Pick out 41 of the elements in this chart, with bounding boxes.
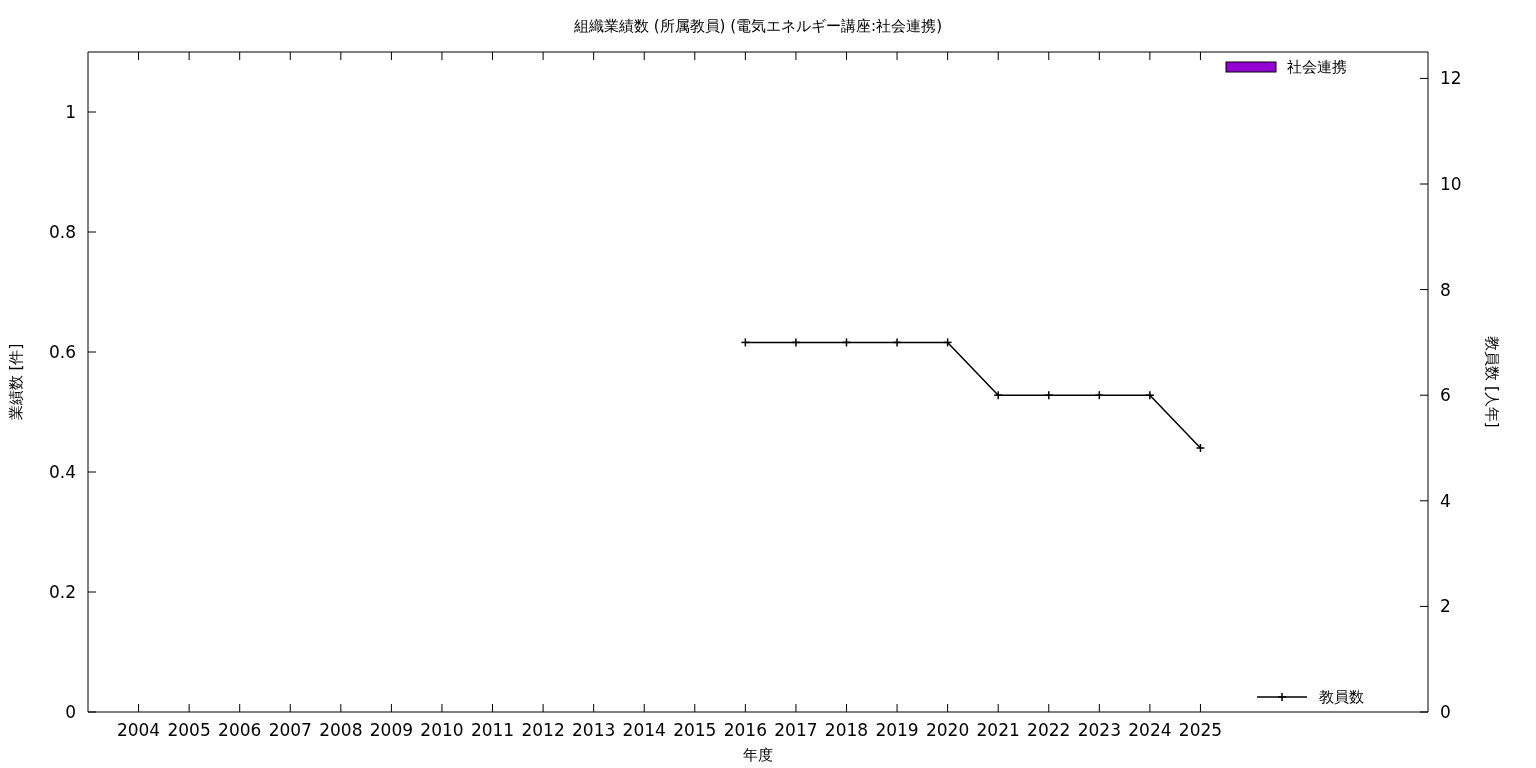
y2-tick-label: 12 xyxy=(1440,68,1462,89)
legend-label: 社会連携 xyxy=(1287,58,1347,77)
x-tick-label: 2006 xyxy=(218,719,262,740)
x-tick-label: 2018 xyxy=(824,719,869,740)
chart-title: 組織業績数 (所属教員) (電気エネルギー講座:社会連携) xyxy=(573,17,942,36)
y-axis-title: 業績数 [件] xyxy=(7,343,26,421)
x-tick-label: 2004 xyxy=(116,719,161,740)
x-tick-label: 2022 xyxy=(1027,719,1071,740)
x-tick-label: 2017 xyxy=(774,719,818,740)
x-tick-label: 2025 xyxy=(1178,719,1223,740)
y2-tick-label: 10 xyxy=(1440,173,1462,194)
x-tick-label: 2023 xyxy=(1077,719,1121,740)
x-tick-label: 2005 xyxy=(167,719,211,740)
y-tick-label: 0.2 xyxy=(48,581,76,602)
y2-tick-label: 4 xyxy=(1440,490,1451,511)
y2-axis-title: 教員数 [人年] xyxy=(1482,336,1501,428)
y-tick-label: 0 xyxy=(65,701,76,722)
x-tick-label: 2007 xyxy=(268,719,312,740)
x-tick-label: 2014 xyxy=(622,719,666,740)
y2-tick-label: 2 xyxy=(1440,596,1451,617)
x-tick-label: 2009 xyxy=(369,719,414,740)
y2-tick-label: 6 xyxy=(1440,385,1451,406)
x-tick-label: 2016 xyxy=(723,719,767,740)
x-axis-title: 年度 xyxy=(743,746,773,765)
y-tick-label: 0.6 xyxy=(48,341,76,362)
x-tick-label: 2011 xyxy=(470,719,515,740)
y-tick-label: 0.4 xyxy=(48,461,76,482)
x-tick-label: 2008 xyxy=(319,719,363,740)
x-tick-label: 2012 xyxy=(521,719,565,740)
x-tick-label: 2024 xyxy=(1128,719,1172,740)
y-tick-label: 0.8 xyxy=(48,221,76,242)
y-tick-label: 1 xyxy=(65,101,76,122)
x-tick-label: 2015 xyxy=(673,719,717,740)
legend-label: 教員数 xyxy=(1319,688,1364,707)
y2-tick-label: 8 xyxy=(1440,279,1451,300)
x-tick-label: 2013 xyxy=(572,719,616,740)
y2-tick-label: 0 xyxy=(1440,701,1451,722)
x-tick-label: 2010 xyxy=(420,719,464,740)
x-tick-label: 2019 xyxy=(875,719,919,740)
x-tick-label: 2021 xyxy=(976,719,1020,740)
x-tick-label: 2020 xyxy=(925,719,970,740)
